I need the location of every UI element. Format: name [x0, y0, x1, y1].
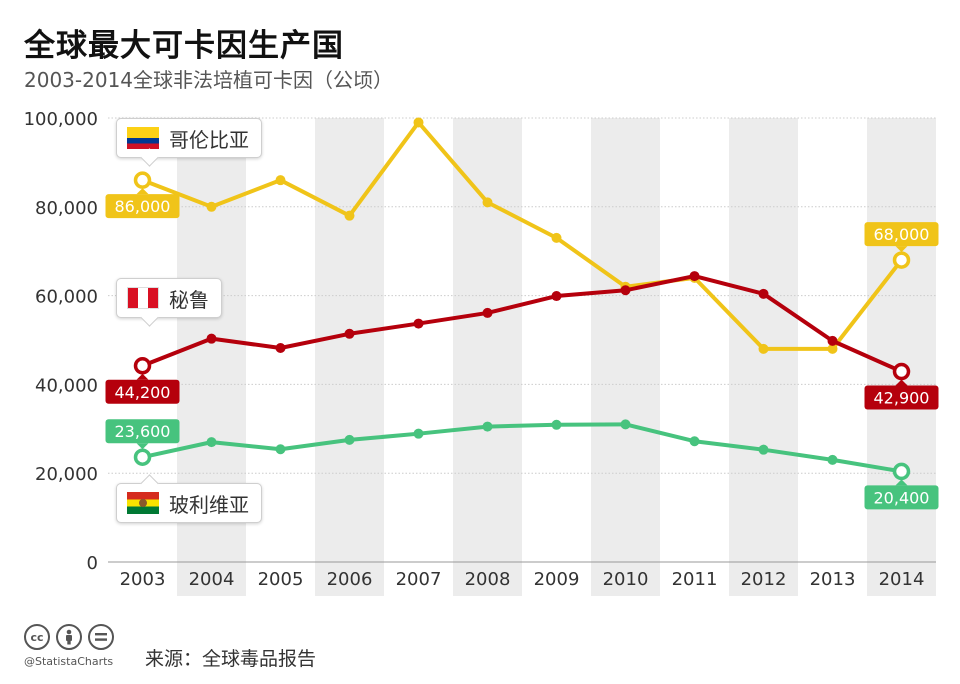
x-tick-label: 2014	[879, 569, 925, 590]
year-band	[453, 118, 522, 596]
data-point-bolivia	[344, 434, 355, 445]
data-point-peru	[344, 328, 355, 339]
chart-subtitle: 2003-2014全球非法培植可卡因（公顷）	[24, 68, 394, 92]
series-line-colombia	[141, 120, 904, 351]
source-text: 来源：全球毒品报告	[145, 644, 316, 671]
data-label-end-colombia-pointer	[895, 246, 908, 253]
data-label-end-peru-box	[864, 385, 939, 410]
data-label-start-peru: 44,200	[115, 383, 171, 402]
data-point-colombia	[482, 197, 493, 208]
colombia-flag-icon	[127, 127, 159, 149]
data-point-peru	[892, 362, 911, 381]
data-point-bolivia	[827, 454, 838, 465]
x-tick-label: 2006	[327, 569, 373, 590]
series-line-bolivia	[142, 422, 902, 474]
data-point-bolivia	[758, 444, 769, 455]
x-tick-label: 2010	[603, 569, 649, 590]
x-tick-label: 2007	[396, 569, 442, 590]
data-point-bolivia	[892, 462, 911, 481]
peru-flag-icon	[127, 287, 159, 309]
source-label: 来源：	[145, 648, 203, 670]
year-band	[591, 118, 660, 596]
data-point-bolivia	[551, 419, 562, 430]
data-label-end-bolivia-box	[864, 485, 939, 510]
y-tick-label: 80,000	[35, 198, 98, 219]
y-tick-label: 0	[87, 553, 98, 574]
x-tick-label: 2013	[810, 569, 856, 590]
data-point-colombia	[892, 251, 911, 269]
data-point-colombia	[344, 210, 355, 221]
x-tick-label: 2003	[120, 569, 166, 590]
x-tick-label: 2004	[189, 569, 235, 590]
data-point-colombia	[275, 175, 286, 186]
data-point-bolivia	[133, 448, 152, 466]
data-point-bolivia	[689, 436, 700, 447]
data-label-start-colombia: 86,000	[115, 197, 171, 216]
data-point-bolivia	[482, 421, 493, 432]
data-label-start-bolivia-pointer	[136, 443, 149, 450]
data-label-start-colombia-box	[105, 194, 180, 219]
data-point-bolivia	[413, 428, 424, 439]
data-label-start-colombia-pointer	[136, 188, 149, 195]
data-point-peru	[827, 335, 838, 346]
data-point-bolivia	[206, 437, 217, 448]
x-tick-label: 2008	[465, 569, 511, 590]
by-icon	[56, 624, 82, 650]
data-point-colombia	[133, 171, 152, 189]
chart-title: 全球最大可卡因生产国	[24, 28, 344, 64]
legend-label-peru: 秘鲁	[169, 287, 209, 312]
data-point-peru	[551, 291, 562, 302]
data-point-peru	[689, 271, 700, 282]
data-point-colombia	[206, 201, 217, 212]
y-tick-label: 60,000	[35, 287, 98, 308]
legend-label-colombia: 哥伦比亚	[169, 127, 249, 152]
data-point-peru	[482, 307, 493, 318]
license-icons: cc	[24, 624, 114, 650]
data-label-end-peru: 42,900	[874, 389, 930, 408]
legend-bolivia: 玻利维亚	[116, 483, 262, 523]
year-band	[315, 118, 384, 596]
year-band	[729, 118, 798, 596]
legend-colombia: 哥伦比亚	[116, 118, 262, 158]
data-point-colombia	[758, 343, 769, 354]
year-band	[867, 118, 936, 596]
y-tick-label: 20,000	[35, 464, 98, 485]
y-tick-label: 100,000	[24, 109, 98, 130]
data-label-end-bolivia: 20,400	[874, 488, 930, 507]
bolivia-flag-icon	[127, 492, 159, 514]
x-tick-label: 2009	[534, 569, 580, 590]
series-line-peru	[141, 274, 903, 374]
data-label-end-colombia: 68,000	[874, 225, 930, 244]
x-tick-label: 2011	[672, 569, 718, 590]
data-point-colombia	[413, 117, 424, 128]
data-label-end-peru-pointer	[895, 379, 908, 386]
data-point-bolivia	[275, 444, 286, 455]
data-label-end-colombia-box	[864, 222, 939, 247]
year-band	[177, 118, 246, 596]
x-tick-label: 2012	[741, 569, 787, 590]
data-point-bolivia	[620, 419, 631, 430]
data-point-peru	[413, 318, 424, 329]
data-label-start-bolivia: 23,600	[115, 422, 171, 441]
data-label-start-peru-pointer	[136, 373, 149, 380]
data-point-colombia	[827, 343, 838, 354]
statista-handle: @StatistaCharts	[24, 655, 114, 668]
x-tick-label: 2005	[258, 569, 304, 590]
data-label-end-bolivia-pointer	[895, 479, 908, 486]
nd-icon	[88, 624, 114, 650]
y-tick-label: 40,000	[35, 375, 98, 396]
data-point-peru	[758, 288, 769, 299]
data-point-peru	[620, 285, 631, 296]
legend-peru: 秘鲁	[116, 278, 222, 318]
cc-icon: cc	[24, 624, 50, 650]
data-label-start-peru-box	[105, 379, 180, 404]
legend-label-bolivia: 玻利维亚	[169, 492, 249, 517]
data-point-colombia	[551, 232, 562, 243]
data-point-peru	[275, 342, 286, 353]
data-point-peru	[133, 357, 152, 375]
data-point-peru	[206, 333, 217, 344]
data-label-start-bolivia-box	[105, 419, 180, 444]
source-value: 全球毒品报告	[202, 648, 317, 670]
